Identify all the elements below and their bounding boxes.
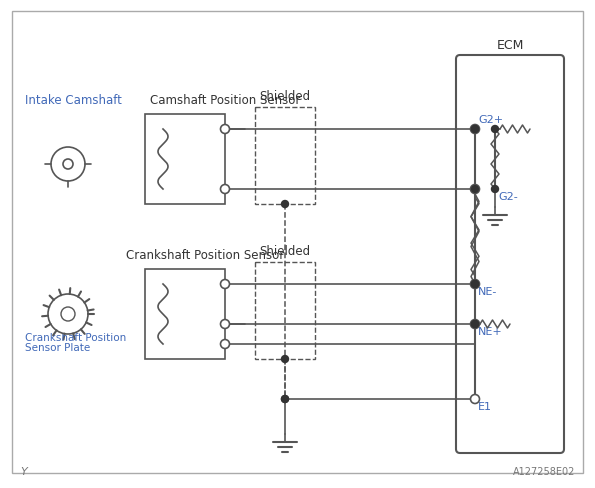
Circle shape (491, 186, 499, 193)
Text: NE-: NE- (478, 286, 497, 296)
Text: Sensor Plate: Sensor Plate (25, 342, 90, 352)
Text: ECM: ECM (496, 39, 524, 52)
Circle shape (491, 126, 499, 133)
Text: Crankshaft Position Sensor: Crankshaft Position Sensor (126, 248, 284, 262)
Circle shape (281, 396, 289, 403)
Circle shape (471, 186, 478, 193)
Text: E1: E1 (478, 401, 492, 411)
Circle shape (471, 126, 478, 133)
Circle shape (281, 356, 289, 363)
Text: Intake Camshaft: Intake Camshaft (25, 94, 122, 107)
Circle shape (221, 185, 230, 194)
Text: G2+: G2+ (478, 115, 503, 125)
Text: G2-: G2- (498, 192, 518, 202)
Text: Shielded: Shielded (259, 244, 311, 258)
Circle shape (471, 281, 478, 288)
Circle shape (471, 320, 480, 329)
Text: Shielded: Shielded (259, 90, 311, 103)
Circle shape (221, 125, 230, 134)
Circle shape (281, 201, 289, 208)
Circle shape (471, 395, 480, 404)
Circle shape (221, 340, 230, 349)
Circle shape (471, 321, 478, 328)
Circle shape (471, 280, 480, 289)
Circle shape (471, 321, 478, 328)
Text: A127258E02: A127258E02 (513, 466, 575, 476)
Bar (145, 269, 225, 359)
Text: Y: Y (20, 466, 27, 476)
Circle shape (221, 280, 230, 289)
Circle shape (281, 396, 289, 403)
Circle shape (471, 185, 480, 194)
Circle shape (221, 320, 230, 329)
Text: Crankshaft Position: Crankshaft Position (25, 332, 126, 342)
Bar (255, 108, 315, 204)
Circle shape (471, 125, 480, 134)
Text: Camshaft Position Sensor: Camshaft Position Sensor (150, 94, 300, 107)
Circle shape (471, 281, 478, 288)
Bar (255, 263, 315, 359)
Circle shape (471, 126, 478, 133)
Bar (145, 115, 225, 204)
Text: NE+: NE+ (478, 326, 503, 336)
